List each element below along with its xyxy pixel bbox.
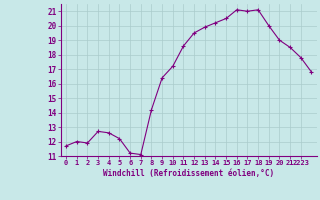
X-axis label: Windchill (Refroidissement éolien,°C): Windchill (Refroidissement éolien,°C) bbox=[103, 169, 274, 178]
